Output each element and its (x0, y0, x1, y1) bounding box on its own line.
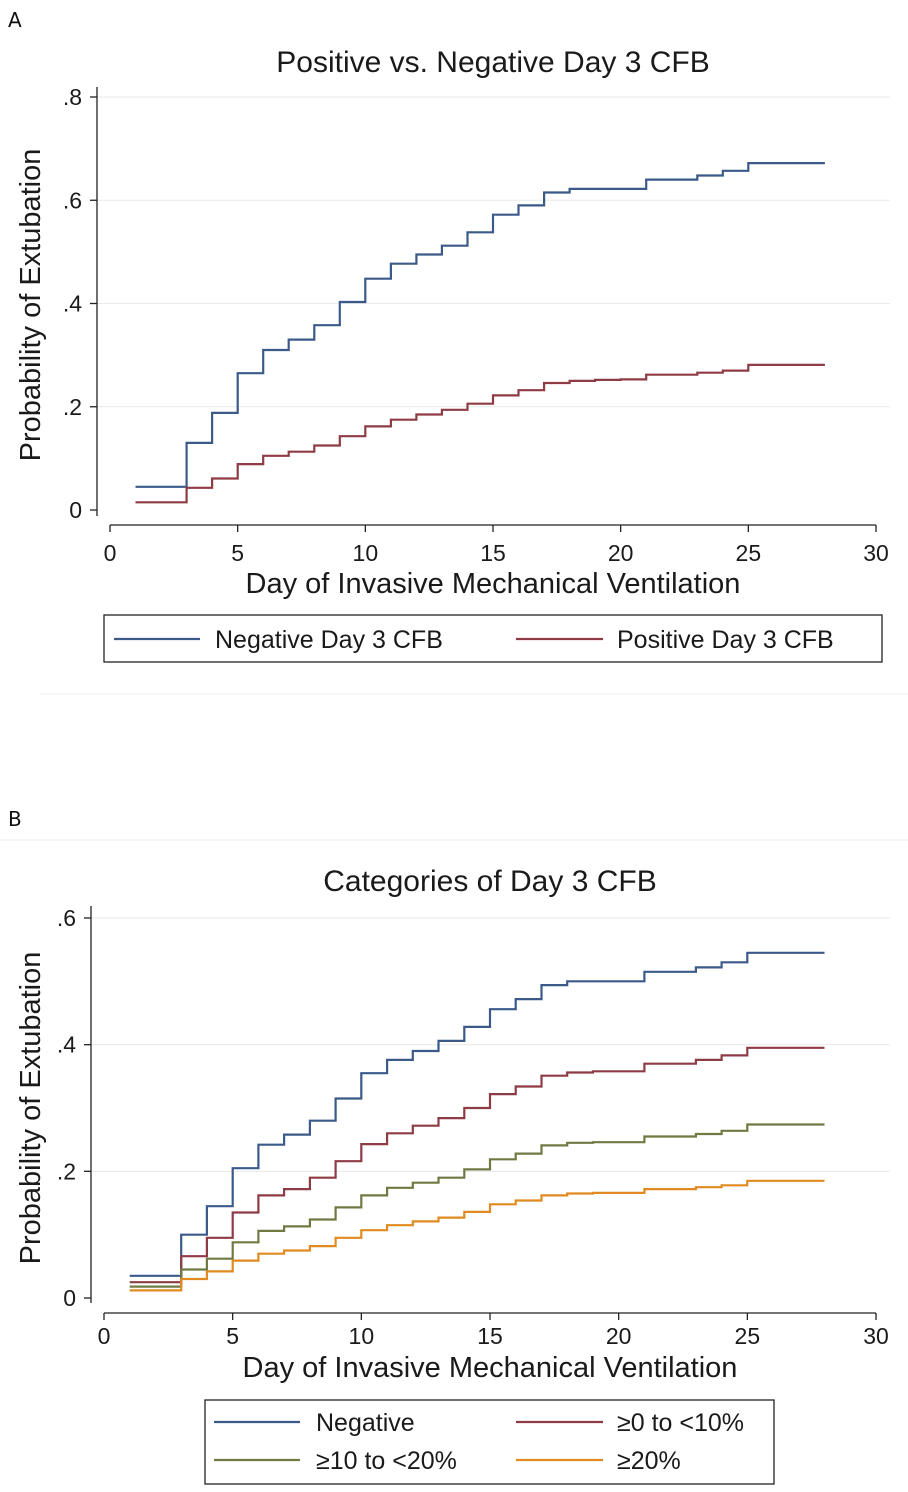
panel-a-gridlines (97, 96, 890, 408)
panel-b: B Categories of Day 3 CFB 0 .2 .4 .6 0 5 10 15 2… (8, 807, 890, 1485)
panel-b-gridlines (91, 917, 890, 1172)
panel-a-legend: Negative Day 3 CFB Positive Day 3 CFB (103, 614, 883, 663)
x-tick-label: 10 (349, 1323, 375, 1349)
x-tick-label: 10 (353, 540, 379, 566)
series-line-10-to-20 (129, 1123, 825, 1288)
panel-a-legend-label-negative: Negative Day 3 CFB (215, 626, 443, 654)
x-tick-label: 0 (104, 540, 117, 566)
x-tick-label: 30 (863, 540, 889, 566)
x-tick-label: 25 (735, 1323, 761, 1349)
panel-a-legend-label-positive: Positive Day 3 CFB (617, 626, 834, 654)
x-tick-label: 30 (863, 1323, 889, 1349)
x-tick-label: 15 (480, 540, 506, 566)
series-line-negative (129, 951, 825, 1277)
y-tick-label: .6 (63, 187, 82, 213)
y-tick-label: 0 (69, 497, 82, 523)
y-tick-label: .4 (63, 291, 82, 317)
x-tick-label: 20 (608, 540, 634, 566)
panel-b-title: Categories of Day 3 CFB (323, 865, 656, 898)
panel-a: A Positive vs. Negative Day 3 CFB 0 .2 .4.… (8, 8, 890, 663)
series-line-negative-day-3-cfb (135, 162, 825, 488)
x-tick-label: 20 (606, 1323, 632, 1349)
panel-b-label: B (8, 807, 22, 831)
panel-a-label: A (8, 8, 22, 32)
x-tick-label: 15 (477, 1323, 503, 1349)
x-tick-label: 5 (226, 1323, 239, 1349)
panel-a-x-axis-label: Day of Invasive Mechanical Ventilation (246, 568, 741, 600)
y-tick-label: 0 (63, 1285, 76, 1311)
y-tick-label: .2 (57, 1158, 76, 1184)
panel-a-y-axis-label: Probability of Extubation (15, 149, 47, 462)
panel-b-series (129, 951, 825, 1292)
panel-b-legend-label-negative: Negative (316, 1409, 415, 1437)
panel-b-legend-label-0-10: ≥0 to <10% (617, 1409, 744, 1437)
series-line-20 (129, 1179, 825, 1292)
panel-b-y-axis-label: Probability of Extubation (15, 952, 47, 1265)
panel-a-series (135, 162, 825, 504)
y-tick-label: .8 (63, 84, 82, 110)
series-line-positive-day-3-cfb (135, 363, 825, 504)
x-tick-label: 25 (736, 540, 762, 566)
panel-b-x-axis-label: Day of Invasive Mechanical Ventilation (243, 1352, 738, 1384)
panel-a-title: Positive vs. Negative Day 3 CFB (276, 46, 710, 79)
panel-a-legend-box (103, 614, 883, 663)
panel-b-legend-label-20: ≥20% (617, 1447, 681, 1475)
y-tick-label: .2 (63, 394, 82, 420)
series-line-0-to-10 (129, 1046, 825, 1284)
y-tick-label: .4 (57, 1032, 76, 1058)
x-tick-label: 5 (231, 540, 244, 566)
panel-b-legend-box (204, 1399, 775, 1485)
panel-b-legend-label-10-20: ≥10 to <20% (316, 1447, 457, 1475)
panel-a-ticks: 0 .2 .4 .6 .8 0 5 10 15 20 25 30 (63, 84, 889, 566)
panel-b-ticks: 0 .2 .4 .6 0 5 10 15 20 25 30 (57, 905, 889, 1349)
panel-b-legend: Negative ≥0 to <10% ≥10 to <20% ≥20% (204, 1399, 775, 1485)
x-tick-label: 0 (98, 1323, 111, 1349)
y-tick-label: .6 (57, 905, 76, 931)
